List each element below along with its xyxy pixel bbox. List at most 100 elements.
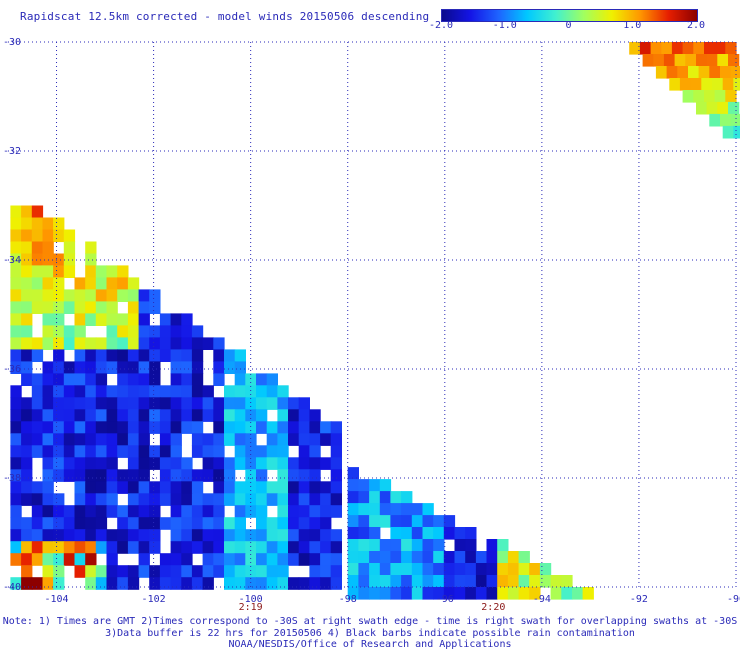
wind-cell xyxy=(159,337,172,350)
wind-cell xyxy=(288,469,300,482)
wind-cell xyxy=(369,479,381,492)
wind-cells xyxy=(10,42,740,600)
lat-tick-label: -40 xyxy=(3,582,21,593)
wind-cell xyxy=(234,517,246,530)
wind-cell xyxy=(10,289,22,302)
wind-cell xyxy=(390,527,402,540)
wind-cell xyxy=(170,553,182,566)
wind-cell xyxy=(10,265,22,278)
wind-cell xyxy=(224,541,236,554)
wind-cell xyxy=(539,563,552,576)
wind-cell xyxy=(213,457,225,470)
wind-cell xyxy=(245,397,257,410)
wind-cell xyxy=(138,505,150,518)
wind-cell xyxy=(330,433,342,446)
wind-cell xyxy=(706,101,718,115)
wind-cell xyxy=(411,587,424,600)
lat-tick-label: -32 xyxy=(3,146,21,157)
wind-cell xyxy=(21,421,33,434)
wind-cell xyxy=(127,361,140,374)
wind-cell xyxy=(117,349,129,362)
wind-cell xyxy=(117,313,129,326)
wind-cell xyxy=(443,563,456,576)
wind-cell xyxy=(10,301,22,314)
wind-cell xyxy=(138,337,150,350)
wind-cell xyxy=(224,385,236,398)
wind-difference-map: -104 -102 -100 -98 -96 -94 -92 -90 -30 -32 -34 -36 -… xyxy=(3,37,740,612)
wind-cell xyxy=(159,313,172,326)
wind-cell xyxy=(390,491,402,504)
wind-cell xyxy=(497,587,509,600)
wind-cell xyxy=(347,491,359,504)
wind-cell xyxy=(234,553,246,566)
wind-cell xyxy=(127,325,140,338)
lat-tick-label: -36 xyxy=(3,364,21,375)
wind-cell xyxy=(127,385,140,398)
wind-cell xyxy=(181,553,193,566)
wind-cell xyxy=(106,409,118,422)
wind-cell xyxy=(245,445,257,458)
wind-cell xyxy=(245,529,257,542)
wind-cell xyxy=(720,113,732,127)
wind-cell xyxy=(159,565,172,578)
wind-cell xyxy=(309,409,321,422)
wind-cell xyxy=(191,409,204,422)
wind-cell xyxy=(358,551,370,564)
wind-cell xyxy=(369,575,381,588)
wind-cell xyxy=(213,433,225,446)
wind-cell xyxy=(277,493,289,506)
wind-cell xyxy=(712,78,724,91)
wind-cell xyxy=(42,541,54,554)
wind-cell xyxy=(127,493,140,506)
wind-cell xyxy=(170,373,182,386)
wind-cell xyxy=(42,469,54,482)
wind-cell xyxy=(454,563,466,576)
wind-cell xyxy=(213,505,225,518)
wind-cell xyxy=(277,433,289,446)
wind-cell xyxy=(191,469,204,482)
wind-cell xyxy=(663,54,676,67)
wind-cell xyxy=(31,253,44,267)
wind-cell xyxy=(358,515,370,528)
wind-cell xyxy=(31,277,44,290)
wind-cell xyxy=(320,481,332,494)
wind-cell xyxy=(191,433,204,446)
wind-cell xyxy=(202,493,214,506)
wind-cell xyxy=(213,349,225,362)
wind-cell xyxy=(486,551,498,564)
wind-cell xyxy=(149,577,161,590)
wind-cell xyxy=(213,373,225,386)
wind-cell xyxy=(202,565,214,578)
wind-cell xyxy=(277,517,289,530)
wind-cell xyxy=(256,529,268,542)
wind-cell xyxy=(486,539,498,552)
colorbar xyxy=(441,9,698,22)
wind-cell xyxy=(288,493,300,506)
wind-cell xyxy=(21,493,33,506)
wind-cell xyxy=(10,229,22,243)
wind-cell xyxy=(379,515,392,528)
wind-cell xyxy=(106,337,118,350)
wind-cell xyxy=(690,78,702,91)
wind-cell xyxy=(277,577,289,590)
wind-cell xyxy=(74,289,86,302)
wind-cell xyxy=(288,505,300,518)
wind-cell xyxy=(213,553,225,566)
wind-cell xyxy=(213,469,225,482)
wind-cell xyxy=(454,539,466,552)
wind-cell xyxy=(191,493,204,506)
wind-cell xyxy=(309,541,321,554)
wind-cell xyxy=(465,575,477,588)
wind-cell xyxy=(127,505,140,518)
wind-cell xyxy=(31,517,44,530)
wind-cell xyxy=(42,577,54,590)
wind-cell xyxy=(138,325,150,338)
wind-cell xyxy=(149,349,161,362)
wind-cell xyxy=(277,529,289,542)
wind-cell xyxy=(42,493,54,506)
wind-cell xyxy=(21,217,33,231)
wind-cell xyxy=(213,337,225,350)
lat-tick-label: -38 xyxy=(3,473,21,484)
wind-cell xyxy=(191,481,204,494)
wind-cell xyxy=(138,553,150,566)
